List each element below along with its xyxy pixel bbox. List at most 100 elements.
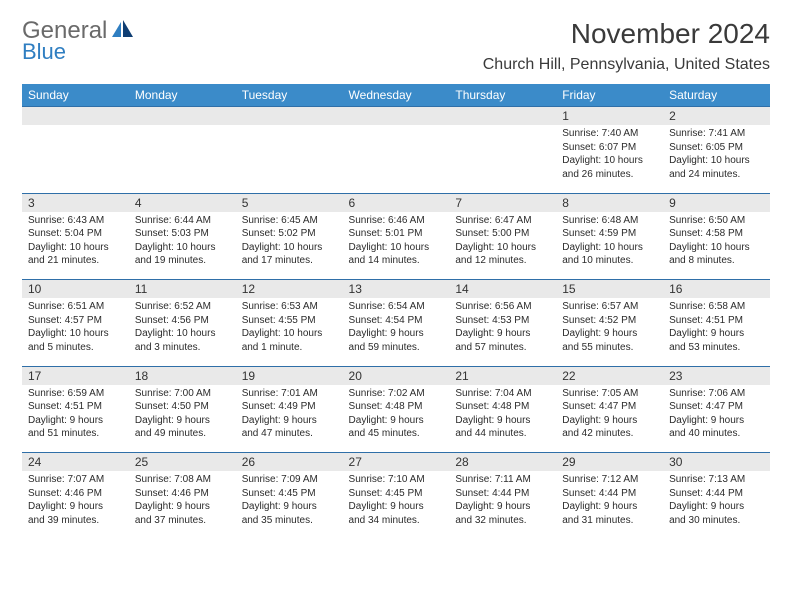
day-info-row: Sunrise: 6:43 AMSunset: 5:04 PMDaylight:… [22,212,770,280]
cell-text-line: Sunset: 4:44 PM [669,487,764,501]
cell-text-line: and 37 minutes. [135,514,230,528]
day-number-cell: 11 [129,280,236,299]
day-info-cell [22,125,129,193]
weekday-header: Monday [129,84,236,107]
cell-text-line: and 49 minutes. [135,427,230,441]
cell-text-line: Sunset: 4:59 PM [562,227,657,241]
cell-text-line: Sunset: 6:07 PM [562,141,657,155]
cell-text-line: Daylight: 9 hours [669,414,764,428]
cell-text-line: Daylight: 10 hours [242,241,337,255]
day-number-cell: 4 [129,193,236,212]
cell-text-line: Sunset: 4:46 PM [135,487,230,501]
cell-text-line: and 44 minutes. [455,427,550,441]
day-info-cell: Sunrise: 6:51 AMSunset: 4:57 PMDaylight:… [22,298,129,366]
cell-text-line: Sunrise: 7:01 AM [242,387,337,401]
cell-text-line: Sunrise: 6:50 AM [669,214,764,228]
cell-text-line: Daylight: 10 hours [669,241,764,255]
day-number-row: 10111213141516 [22,280,770,299]
day-info-cell: Sunrise: 6:52 AMSunset: 4:56 PMDaylight:… [129,298,236,366]
weekday-header-row: SundayMondayTuesdayWednesdayThursdayFrid… [22,84,770,107]
cell-text-line: and 42 minutes. [562,427,657,441]
day-info-cell: Sunrise: 6:44 AMSunset: 5:03 PMDaylight:… [129,212,236,280]
day-number-cell: 15 [556,280,663,299]
cell-text-line: Daylight: 10 hours [242,327,337,341]
day-info-cell: Sunrise: 6:48 AMSunset: 4:59 PMDaylight:… [556,212,663,280]
cell-text-line: Sunset: 5:03 PM [135,227,230,241]
day-info-cell: Sunrise: 7:06 AMSunset: 4:47 PMDaylight:… [663,385,770,453]
cell-text-line: Daylight: 10 hours [349,241,444,255]
day-number-cell: 21 [449,366,556,385]
cell-text-line: and 31 minutes. [562,514,657,528]
day-info-cell: Sunrise: 6:54 AMSunset: 4:54 PMDaylight:… [343,298,450,366]
day-number-cell: 5 [236,193,343,212]
day-number-cell: 29 [556,453,663,472]
cell-text-line: Sunset: 4:45 PM [349,487,444,501]
cell-text-line: and 59 minutes. [349,341,444,355]
day-number-cell: 16 [663,280,770,299]
day-info-cell: Sunrise: 6:43 AMSunset: 5:04 PMDaylight:… [22,212,129,280]
day-number-cell: 23 [663,366,770,385]
cell-text-line: Sunrise: 6:53 AM [242,300,337,314]
day-number-cell: 20 [343,366,450,385]
day-number-cell: 13 [343,280,450,299]
day-number-cell: 22 [556,366,663,385]
day-info-cell: Sunrise: 6:57 AMSunset: 4:52 PMDaylight:… [556,298,663,366]
day-number-cell [236,107,343,126]
title-block: November 2024 Church Hill, Pennsylvania,… [483,18,770,74]
day-number-cell: 1 [556,107,663,126]
cell-text-line: and 24 minutes. [669,168,764,182]
cell-text-line: Sunrise: 6:51 AM [28,300,123,314]
cell-text-line: Sunset: 4:51 PM [669,314,764,328]
header: General Blue November 2024 Church Hill, … [22,18,770,74]
day-info-cell [236,125,343,193]
cell-text-line: Daylight: 9 hours [28,414,123,428]
day-number-cell: 30 [663,453,770,472]
cell-text-line: Sunset: 4:52 PM [562,314,657,328]
day-number-cell: 25 [129,453,236,472]
day-number-cell: 6 [343,193,450,212]
cell-text-line: Sunrise: 7:11 AM [455,473,550,487]
cell-text-line: Daylight: 10 hours [135,241,230,255]
day-info-cell: Sunrise: 7:01 AMSunset: 4:49 PMDaylight:… [236,385,343,453]
day-info-cell: Sunrise: 7:10 AMSunset: 4:45 PMDaylight:… [343,471,450,539]
cell-text-line: and 55 minutes. [562,341,657,355]
cell-text-line: and 34 minutes. [349,514,444,528]
cell-text-line: Sunset: 4:49 PM [242,400,337,414]
cell-text-line: Daylight: 9 hours [669,327,764,341]
day-number-cell: 12 [236,280,343,299]
day-number-cell: 2 [663,107,770,126]
cell-text-line: Sunrise: 7:05 AM [562,387,657,401]
cell-text-line: Sunrise: 7:07 AM [28,473,123,487]
cell-text-line: Sunset: 4:53 PM [455,314,550,328]
cell-text-line: Daylight: 9 hours [242,414,337,428]
sail-icon [112,20,134,38]
cell-text-line: Daylight: 9 hours [562,327,657,341]
cell-text-line: Sunset: 5:00 PM [455,227,550,241]
cell-text-line: Sunrise: 6:57 AM [562,300,657,314]
cell-text-line: Sunrise: 6:45 AM [242,214,337,228]
day-info-row: Sunrise: 7:07 AMSunset: 4:46 PMDaylight:… [22,471,770,539]
cell-text-line: and 39 minutes. [28,514,123,528]
cell-text-line: Sunrise: 7:13 AM [669,473,764,487]
cell-text-line: and 10 minutes. [562,254,657,268]
cell-text-line: and 40 minutes. [669,427,764,441]
cell-text-line: Daylight: 9 hours [349,327,444,341]
day-number-cell [449,107,556,126]
day-number-cell: 26 [236,453,343,472]
cell-text-line: Sunrise: 6:54 AM [349,300,444,314]
day-info-cell: Sunrise: 7:04 AMSunset: 4:48 PMDaylight:… [449,385,556,453]
cell-text-line: and 26 minutes. [562,168,657,182]
day-info-cell: Sunrise: 7:13 AMSunset: 4:44 PMDaylight:… [663,471,770,539]
cell-text-line: Sunset: 4:47 PM [562,400,657,414]
cell-text-line: Sunrise: 7:06 AM [669,387,764,401]
cell-text-line: Daylight: 10 hours [562,154,657,168]
cell-text-line: Sunrise: 7:00 AM [135,387,230,401]
cell-text-line: and 35 minutes. [242,514,337,528]
day-number-cell: 3 [22,193,129,212]
day-number-cell: 10 [22,280,129,299]
day-info-cell: Sunrise: 6:56 AMSunset: 4:53 PMDaylight:… [449,298,556,366]
cell-text-line: Daylight: 10 hours [135,327,230,341]
cell-text-line: and 12 minutes. [455,254,550,268]
weekday-header: Wednesday [343,84,450,107]
cell-text-line: Sunrise: 7:10 AM [349,473,444,487]
